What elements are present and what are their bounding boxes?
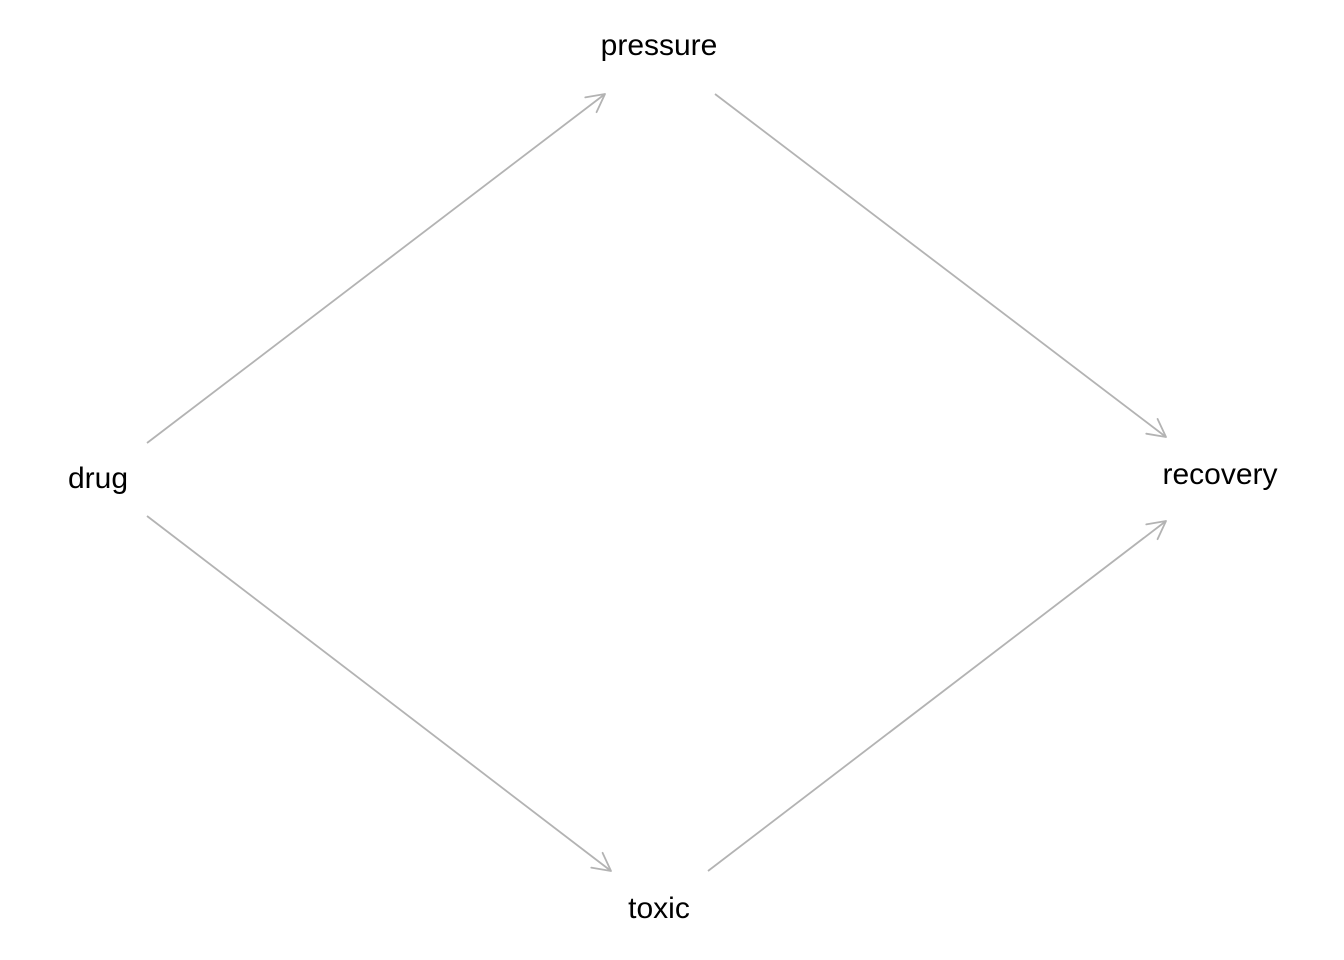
nodes-group: pressure drug recovery toxic: [68, 29, 1278, 925]
edge-line: [146, 515, 612, 872]
edge-toxic-to-recovery: [707, 520, 1167, 872]
node-toxic-label: toxic: [628, 892, 690, 925]
arrow-head-icon: [584, 93, 606, 114]
arrow-head-icon: [1145, 417, 1167, 438]
node-pressure-label: pressure: [601, 29, 718, 62]
node-recovery-label: recovery: [1162, 458, 1277, 491]
edge-pressure-to-recovery: [714, 93, 1167, 438]
arrow-head-icon: [590, 851, 612, 872]
edge-line: [146, 93, 606, 444]
arrow-head-icon: [1145, 520, 1167, 541]
edge-drug-to-pressure: [146, 93, 606, 444]
edge-line: [714, 93, 1167, 438]
edge-drug-to-toxic: [146, 515, 612, 872]
node-drug-label: drug: [68, 462, 128, 495]
edges-group: [146, 93, 1167, 872]
edge-line: [707, 520, 1167, 872]
